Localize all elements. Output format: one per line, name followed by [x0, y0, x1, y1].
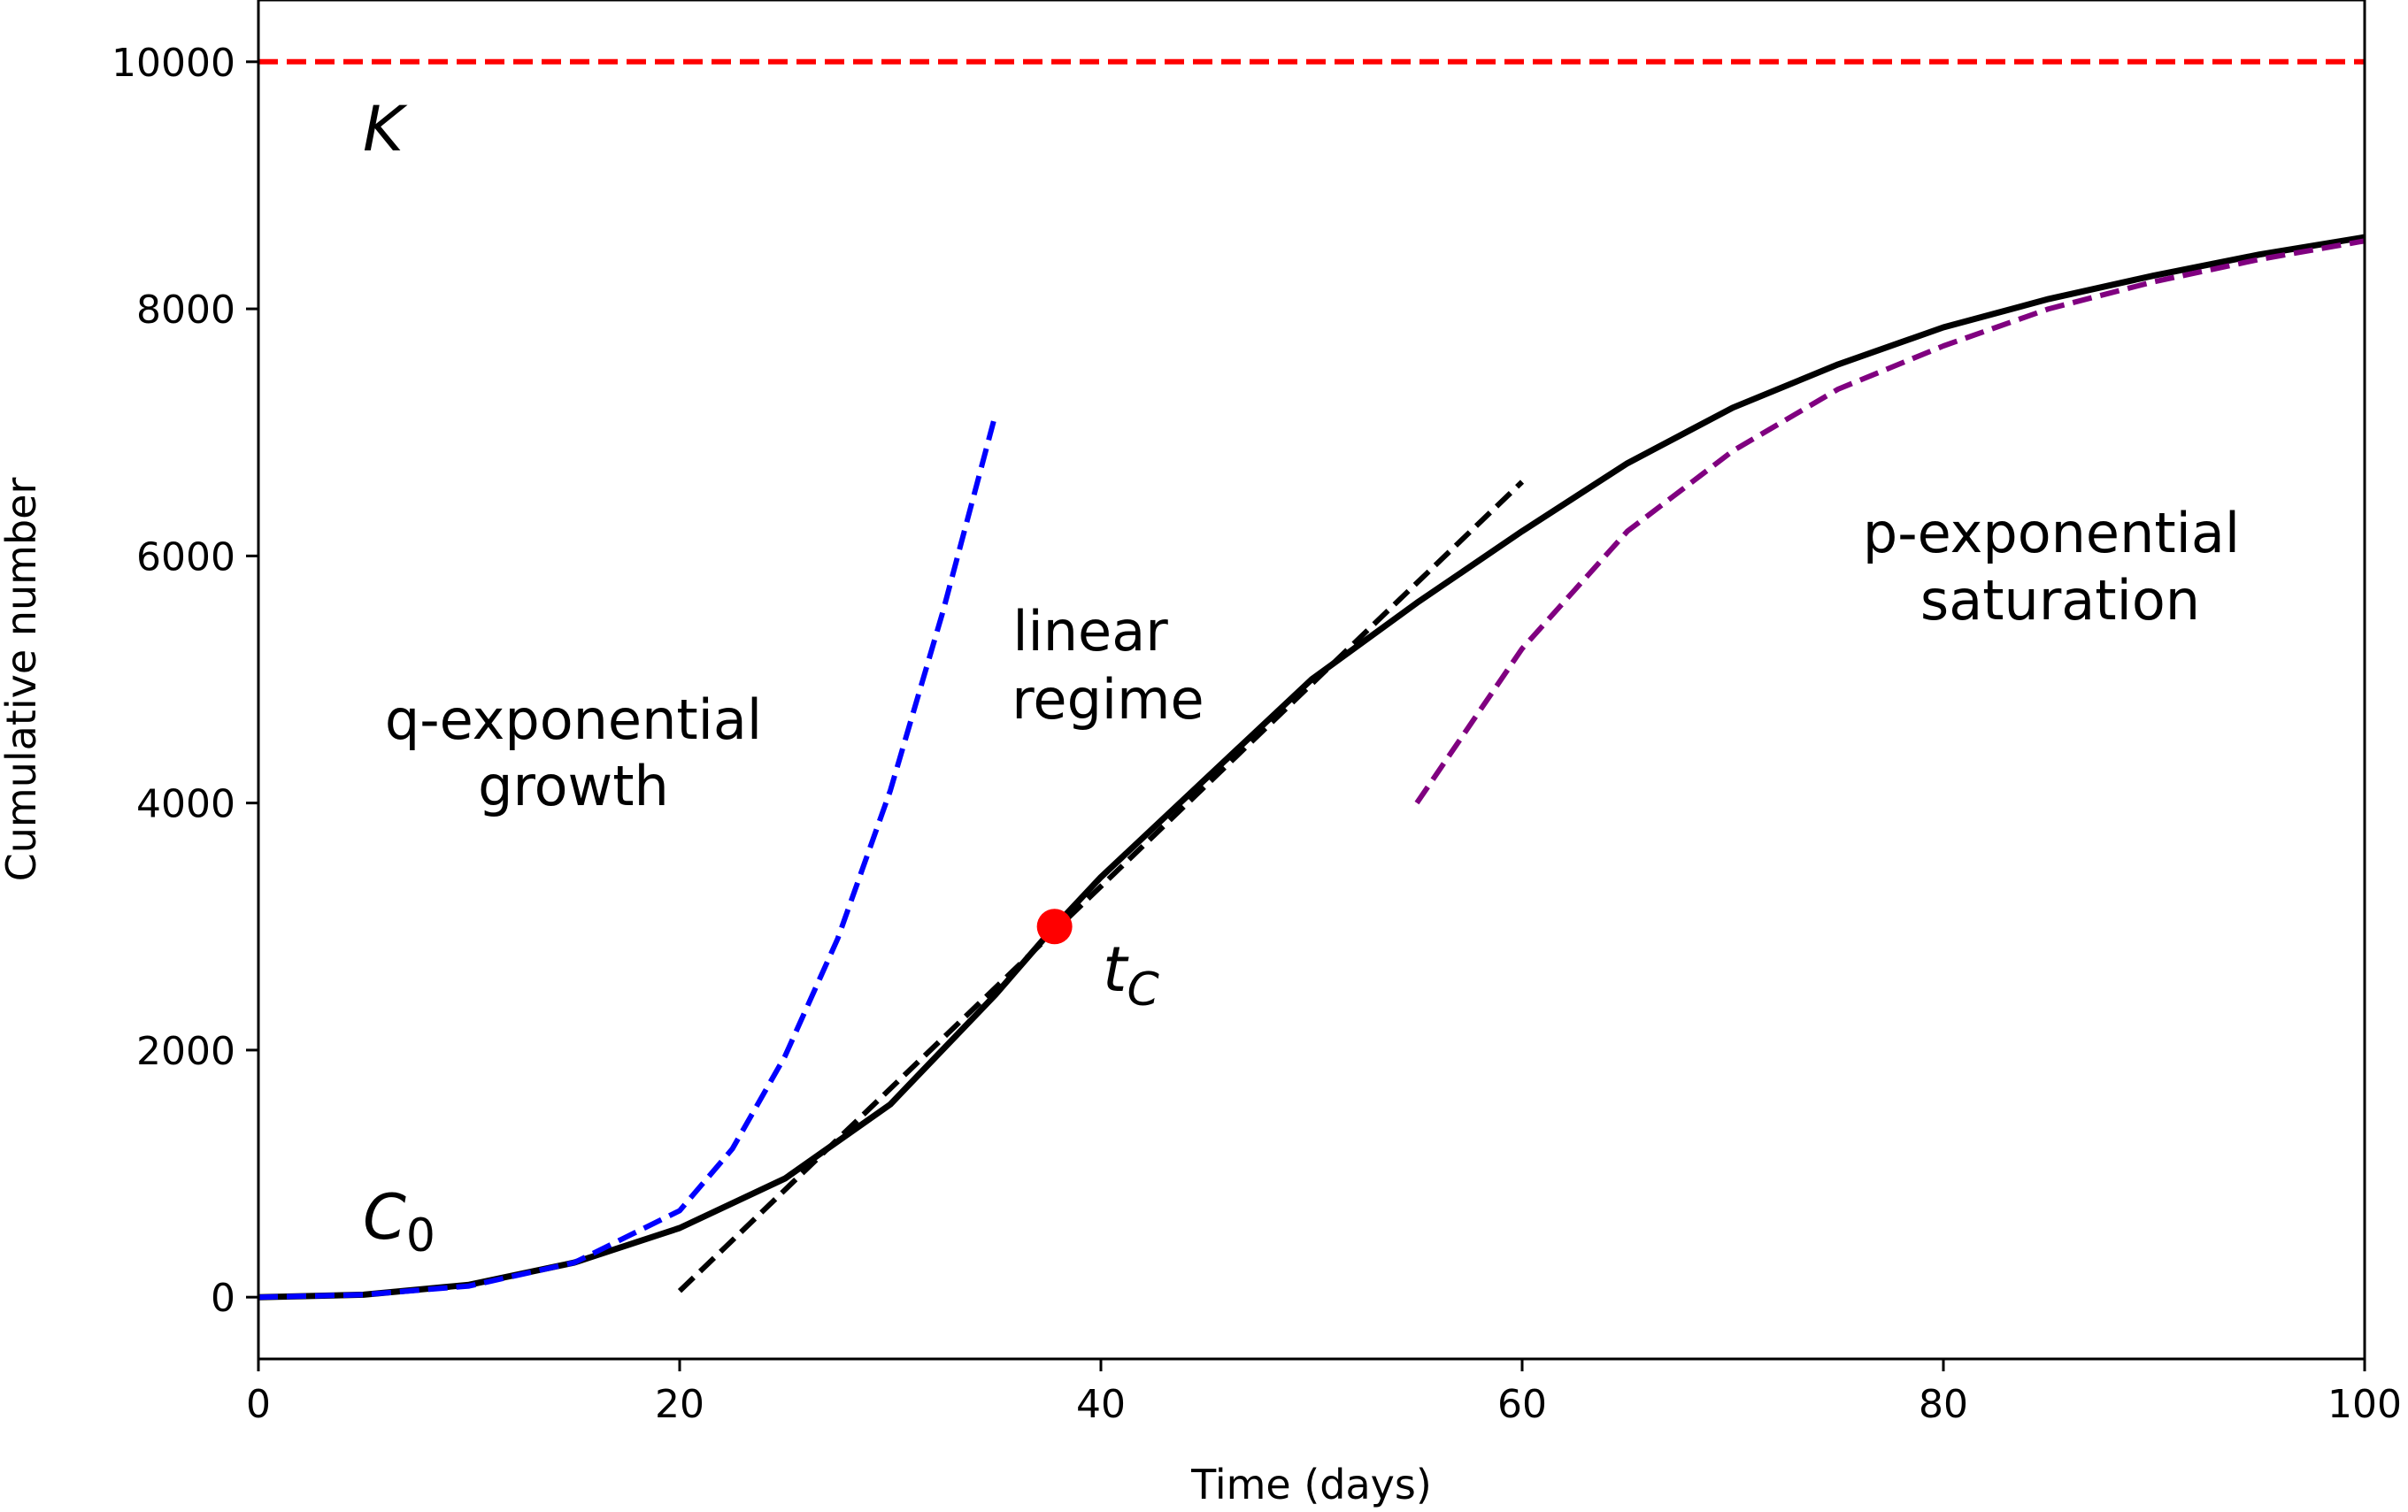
annotation-saturation: saturation: [1920, 568, 2200, 633]
annotation-linear: linear: [1012, 599, 1168, 664]
annotation-k: K: [363, 93, 408, 165]
x-tick-label: 40: [1076, 1382, 1126, 1427]
y-axis: 0 2000 4000 6000 8000 10000: [112, 41, 258, 1321]
plot-frame: [257, 0, 2366, 1361]
x-axis-label: Time (days): [1190, 1461, 1432, 1508]
series-line-3: [1414, 238, 2365, 805]
y-tick-label: 10000: [112, 41, 235, 86]
x-tick-label: 80: [1919, 1382, 1968, 1427]
annotation-p-exponential: p-exponential: [1863, 501, 2240, 565]
annotation-c0: C0: [363, 1181, 435, 1263]
y-tick-label: 0: [211, 1276, 235, 1321]
series-layer: [258, 58, 2365, 1301]
series-line-0: [258, 234, 2365, 1301]
y-tick-label: 8000: [136, 288, 235, 333]
y-tick-label: 4000: [136, 782, 235, 827]
annotation-c0-main: C: [363, 1181, 406, 1254]
x-axis: 0 20 40 60 80 100: [246, 1359, 2402, 1427]
annotation-growth: growth: [478, 754, 669, 818]
points-layer: [1036, 909, 1073, 945]
annotation-q-exponential: q-exponential: [385, 687, 762, 752]
critical-point-marker: [1036, 909, 1073, 945]
y-tick-label: 2000: [136, 1029, 235, 1074]
x-tick-label: 100: [2327, 1382, 2402, 1427]
y-axis-label: Cumulative number: [0, 478, 45, 882]
y-tick-label: 6000: [136, 534, 235, 579]
annotation-tc-subscript: C: [1127, 963, 1159, 1017]
series-line-1: [258, 413, 998, 1301]
series-line-2: [677, 480, 1525, 1293]
x-tick-label: 20: [655, 1382, 704, 1427]
annotation-tc: tC: [1103, 933, 1159, 1017]
x-tick-label: 0: [246, 1382, 271, 1427]
annotation-regime: regime: [1012, 667, 1204, 732]
annotation-tc-main: t: [1103, 933, 1129, 1006]
annotation-c0-subscript: 0: [406, 1209, 435, 1263]
x-tick-label: 60: [1497, 1382, 1547, 1427]
